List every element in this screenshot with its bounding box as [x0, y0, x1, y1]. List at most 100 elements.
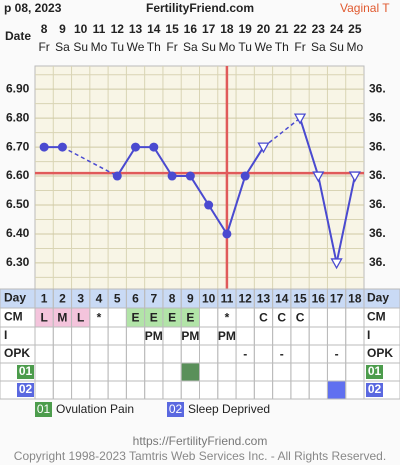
table-cell-text: M: [57, 311, 67, 325]
y2-tick-label: 36.: [369, 197, 386, 211]
legend-code: 02: [169, 402, 183, 416]
y2-tick-label: 36.: [369, 168, 386, 182]
table-cell-text: L: [77, 311, 84, 325]
temperature-point: [312, 171, 325, 183]
weekday: Su: [329, 40, 344, 54]
table-cell-text: L: [40, 311, 47, 325]
row-label: OPK: [367, 346, 393, 360]
table-cell-text: C: [277, 311, 286, 325]
date-number: 11: [93, 22, 106, 36]
table-cell-text: 12: [239, 292, 253, 306]
table-cell-text: 10: [202, 292, 216, 306]
legend-text: Ovulation Pain: [56, 402, 134, 416]
table-cell-text: 17: [330, 292, 344, 306]
row-label: 01: [368, 364, 382, 378]
table-cell: [345, 380, 365, 400]
date-number: 20: [257, 22, 271, 36]
date-number: 19: [239, 22, 253, 36]
table-cell-text: 18: [348, 292, 362, 306]
table-cell-text: 11: [221, 292, 234, 306]
table-cell-text: E: [150, 311, 158, 325]
y2-tick-label: 36.: [369, 226, 386, 240]
table-cell-text: 7: [150, 292, 157, 306]
date-number: 15: [165, 22, 179, 36]
mode-label: Vaginal T: [340, 1, 390, 15]
gap-bridge: [62, 146, 118, 177]
table-cell-text: 3: [77, 292, 84, 306]
row-label: Day: [4, 291, 26, 305]
date-number: 23: [312, 22, 326, 36]
y2-tick-label: 36.: [369, 139, 386, 153]
weekday: Mo: [219, 40, 236, 54]
weekday: We: [127, 40, 145, 54]
weekday: We: [255, 40, 273, 54]
weekday: Su: [73, 40, 88, 54]
row-label: I: [4, 328, 7, 342]
temperature-point: [185, 171, 195, 181]
table-cell-text: 16: [312, 292, 326, 306]
table-cell-text: *: [97, 311, 102, 325]
y2-tick-label: 36.: [369, 81, 386, 95]
date-number: 24: [330, 22, 344, 36]
legend-code: 01: [37, 402, 51, 416]
weekday: Th: [147, 40, 161, 54]
date-number: 17: [202, 22, 216, 36]
row-label: 01: [19, 364, 33, 378]
footer-copyright: Copyright 1998-2023 Tamtris Web Services…: [14, 449, 386, 463]
y-tick-label: 6.80: [6, 110, 30, 124]
table-cell-text: -: [243, 347, 247, 361]
y-tick-label: 6.50: [6, 197, 30, 211]
date-number: 16: [184, 22, 198, 36]
temperature-point: [330, 258, 343, 270]
table-cell-text: PM: [145, 329, 163, 343]
table-cell-text: E: [132, 311, 140, 325]
table-cell-text: 8: [169, 292, 176, 306]
site-title: FertilityFriend.com: [146, 1, 254, 15]
row-label: 02: [368, 382, 382, 396]
temperature-point: [131, 142, 141, 152]
temperature-point: [257, 142, 270, 154]
weekday: Fr: [166, 40, 177, 54]
weekday: Th: [275, 40, 289, 54]
row-label: CM: [4, 310, 23, 324]
table-cell-text: 13: [257, 292, 271, 306]
temperature-point: [240, 171, 250, 181]
table-cell-text: C: [296, 311, 305, 325]
temperature-point: [293, 113, 307, 125]
weekday: Sa: [311, 40, 326, 54]
weekday: Sa: [183, 40, 198, 54]
legend-swatch: [35, 402, 52, 417]
weekday: Mo: [347, 40, 364, 54]
weekday: Sa: [55, 40, 70, 54]
y2-tick-label: 36.: [369, 255, 386, 269]
temperature-line: [299, 117, 356, 264]
table-cell-text: PM: [181, 329, 199, 343]
table-cell-text: 15: [293, 292, 307, 306]
date-number: 25: [348, 22, 362, 36]
temperature-point: [167, 171, 177, 181]
table-cell-text: 6: [132, 292, 139, 306]
date-number: 12: [111, 22, 125, 36]
row-label: CM: [367, 310, 386, 324]
table-cell-text: E: [168, 311, 176, 325]
date-number: 18: [220, 22, 234, 36]
footer-url: https://FertilityFriend.com: [133, 434, 268, 448]
table-cell-text: -: [335, 347, 339, 361]
temperature-point: [204, 200, 214, 210]
date-number: 9: [59, 22, 66, 36]
table-cell-text: *: [225, 311, 230, 325]
weekday: Tu: [110, 40, 124, 54]
date-number: 21: [275, 22, 289, 36]
y-tick-label: 6.40: [6, 226, 30, 240]
table-cell: [326, 380, 347, 400]
table-cell-text: C: [259, 311, 268, 325]
table-cell-text: 5: [114, 292, 121, 306]
legend-text: Sleep Deprived: [188, 402, 270, 416]
weekday: Mo: [91, 40, 108, 54]
row-label: 02: [19, 382, 33, 396]
legend-swatch: [167, 402, 184, 417]
weekday: Tu: [238, 40, 252, 54]
date-number: 22: [293, 22, 307, 36]
temperature-point: [112, 171, 122, 181]
